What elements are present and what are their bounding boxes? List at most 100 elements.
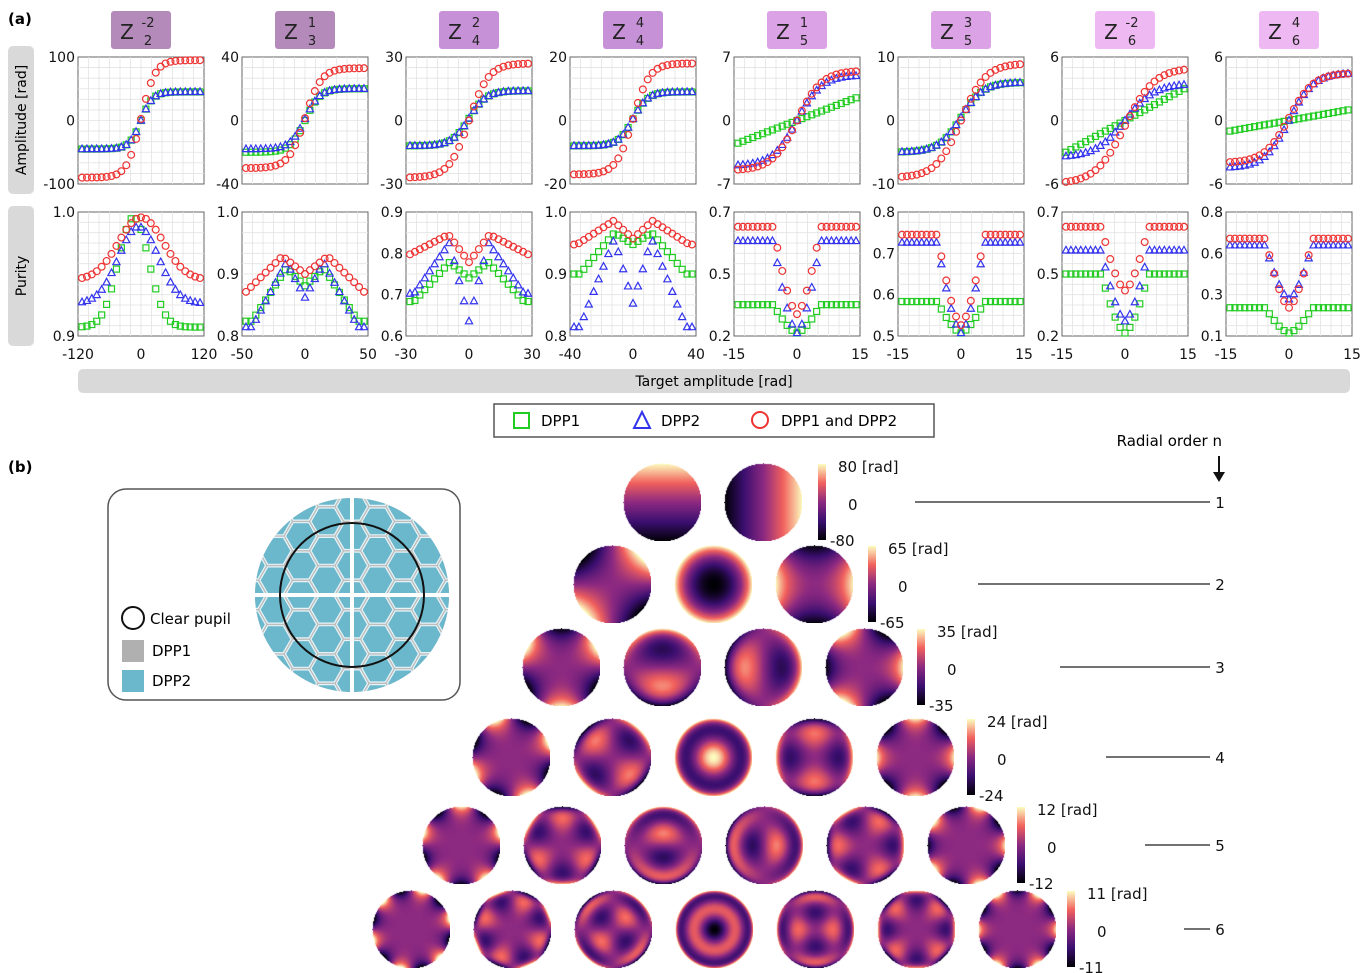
triangle-marker [1135,280,1145,290]
circle-marker [82,272,91,281]
triangle-marker [111,142,122,152]
y-tick-label: 0.7 [1037,205,1059,221]
triangle-marker [160,267,171,277]
triangle-marker [772,257,782,267]
circle-marker [976,78,985,87]
x-tick-label: 0 [793,347,802,363]
triangle-marker [652,248,663,258]
circle-marker [1091,222,1100,231]
circle-marker [614,154,623,163]
zernike-title-badge [111,11,171,49]
square-marker [1116,323,1124,331]
circle-marker [251,163,260,172]
triangle-marker [339,295,349,305]
circle-marker [1265,251,1274,260]
triangle-marker [598,261,609,270]
square-marker [842,301,850,309]
circle-marker [1260,148,1269,157]
colorbar-zero-label: 0 [1047,839,1057,857]
triangle-marker [667,86,677,96]
square-marker [996,297,1004,306]
square-marker [813,307,821,316]
triangle-marker [156,256,166,266]
y-tick-label: 0.7 [381,288,403,304]
hex-segment [361,625,394,654]
square-marker [524,297,532,306]
circle-marker [335,263,344,272]
circle-marker [92,267,101,276]
triangle-marker [792,327,802,337]
circle-marker [996,63,1005,72]
triangle-marker [300,292,310,301]
circle-marker [628,234,637,243]
circle-marker [1086,222,1095,231]
square-marker [1150,270,1159,278]
circle-marker [971,85,980,94]
circle-marker [350,64,359,73]
triangle-marker [902,146,912,155]
circle-marker [1175,222,1184,231]
circle-marker [484,231,493,240]
y-tick-label: 0.7 [873,246,895,262]
square-marker [575,270,583,278]
zernike-mode-map [573,718,651,796]
square-marker [107,285,116,293]
y-tick-label: 0.6 [1201,246,1223,262]
circle-marker [335,65,344,74]
triangle-marker [743,158,753,168]
circle-marker [673,59,682,68]
triangle-marker [195,297,205,307]
square-marker [773,307,781,316]
triangle-marker [334,84,345,93]
triangle-marker [116,245,126,254]
square-marker [1250,123,1259,131]
triangle-marker [682,321,692,331]
triangle-marker [1144,245,1155,254]
x-tick-label: -15 [887,347,910,363]
triangle-marker [1015,77,1025,86]
square-marker [1001,297,1009,306]
triangle-marker [295,282,305,292]
triangle-marker [1318,240,1329,249]
zernike-mode-map [674,545,752,623]
square-marker [117,244,125,252]
square-marker [813,109,821,117]
circle-marker [952,127,961,136]
circle-marker [166,249,175,258]
circle-marker [743,164,752,173]
triangle-marker [1333,240,1343,249]
circle-marker [753,222,762,231]
square-marker [570,270,578,278]
chart-title-sup: 3 [964,16,972,31]
circle-marker [132,214,141,223]
circle-marker [1076,222,1085,231]
square-marker [191,323,199,331]
square-marker [1170,270,1178,278]
circle-marker [773,149,782,158]
square-marker [176,322,184,330]
circle-marker [1280,297,1289,306]
x-tick-label: -30 [395,347,418,363]
circle-marker [1091,166,1100,175]
square-marker [678,265,686,273]
triangle-marker [310,273,320,283]
hex-segment [361,507,394,536]
y-tick-label: 0 [1214,114,1223,130]
square-marker [489,264,498,272]
triangle-marker [574,321,584,331]
circle-marker [1135,255,1144,264]
radial-order-row-6: 11 [rad] 0 -11 6 [372,885,1225,973]
triangle-marker [1120,315,1130,325]
triangle-marker [1164,245,1174,254]
triangle-marker [101,143,112,153]
triangle-marker [324,268,335,277]
circle-marker [773,243,782,252]
circle-marker [932,160,941,169]
y-tick-label: 0.9 [53,329,75,345]
square-marker [937,305,945,313]
square-marker [981,297,990,306]
colorbar-max-label: 24 [rad] [987,713,1047,731]
square-marker [1160,270,1168,278]
x-tick-label: -120 [62,347,94,363]
triangle-marker [1235,240,1245,249]
